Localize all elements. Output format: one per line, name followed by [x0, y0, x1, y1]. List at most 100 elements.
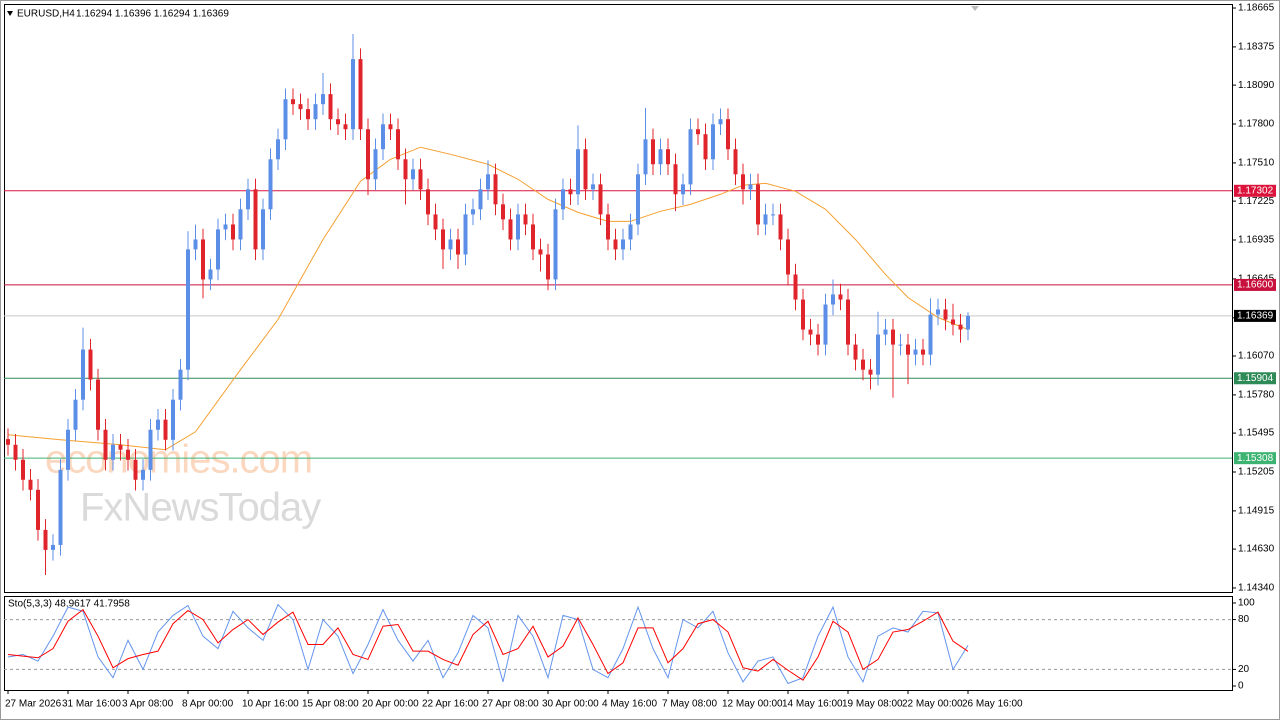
candle-body: [118, 444, 123, 450]
candle-body: [253, 189, 258, 250]
candle-body: [711, 124, 715, 160]
candle-body: [403, 159, 408, 180]
last-price-label: 1.16369: [1237, 311, 1274, 322]
candle-body: [621, 239, 625, 250]
candle-body: [298, 104, 303, 110]
candle-body: [6, 439, 10, 445]
candle-body: [508, 219, 513, 240]
y-tick-label: 80: [1238, 614, 1250, 625]
candle-body: [921, 349, 925, 355]
candle-body: [928, 314, 933, 355]
candle-body: [261, 209, 265, 250]
candle-body: [441, 229, 445, 250]
symbol-title: EURUSD,H4: [17, 9, 75, 20]
quote-text: 1.16294 1.16396 1.16294 1.16369: [76, 9, 229, 20]
candle-body: [193, 239, 198, 250]
candle-body: [658, 149, 663, 165]
candle-body: [808, 329, 813, 335]
candle-body: [43, 529, 48, 550]
candle-body: [148, 429, 153, 470]
x-tick-label: 3 Apr 08:00: [122, 699, 174, 710]
candle-body: [636, 174, 640, 225]
x-tick-label: 20 Apr 00:00: [362, 699, 419, 710]
candle-body: [201, 239, 205, 280]
y-tick-label: 1.14340: [1238, 583, 1275, 594]
level-label: 1.15904: [1237, 373, 1274, 384]
candle-body: [36, 489, 40, 530]
candle-body: [591, 184, 595, 190]
candle-body: [141, 469, 145, 480]
candle-body: [628, 224, 633, 240]
level-label-bg: [1234, 184, 1276, 197]
candle-body: [703, 134, 708, 160]
candle-body: [838, 294, 843, 300]
candle-body: [531, 224, 535, 250]
candle-body: [366, 129, 370, 180]
y-tick-label: 100: [1238, 598, 1255, 609]
candle-body: [793, 274, 798, 300]
oscillator-line: [7, 603, 969, 685]
candle-body: [523, 214, 528, 225]
candle-body: [186, 249, 190, 370]
candle-body: [486, 174, 490, 190]
level-label: 1.17302: [1237, 185, 1274, 196]
candle-body: [786, 239, 790, 275]
x-tick-label: 19 May 08:00: [842, 699, 903, 710]
x-tick-label: 22 Apr 16:00: [422, 699, 479, 710]
candle-body: [666, 149, 670, 165]
candle-body: [291, 99, 295, 105]
watermark: economies.com: [45, 438, 312, 482]
candle-body: [576, 149, 580, 195]
candle-body: [396, 129, 400, 160]
candle-body: [561, 189, 565, 210]
x-tick-label: 30 Apr 00:00: [542, 699, 599, 710]
candle-body: [66, 429, 70, 470]
candle-body: [373, 149, 378, 180]
candle-body: [643, 139, 648, 175]
candle-body: [613, 239, 618, 250]
candle-body: [733, 149, 738, 175]
symbol-marker: [7, 11, 13, 16]
candle-body: [568, 189, 573, 195]
x-tick-label: 12 May 00:00: [722, 699, 783, 710]
candle-body: [456, 239, 460, 255]
candle-body: [718, 119, 723, 125]
candle-body: [538, 249, 543, 255]
y-tick-label: 1.18665: [1238, 3, 1275, 14]
oscillator-title: Sto(5,3,3) 48.9617 41.7958: [8, 599, 130, 610]
candle-body: [966, 315, 970, 330]
candle-body: [73, 399, 78, 430]
candle-body: [883, 329, 888, 335]
candle-body: [936, 309, 940, 315]
candle-body: [163, 419, 168, 440]
candle-body: [133, 459, 138, 480]
candle-body: [96, 379, 100, 430]
y-tick-label: 1.17510: [1238, 158, 1275, 169]
candle-body: [51, 544, 55, 550]
candle-body: [681, 184, 685, 195]
candle-body: [321, 94, 325, 105]
candle-body: [861, 359, 865, 370]
level-label-bg: [1234, 372, 1276, 385]
x-tick-label: 31 Mar 16:00: [62, 699, 121, 710]
candle-body: [606, 214, 610, 240]
candle-body: [546, 254, 550, 280]
oscillator-frame: [4, 596, 1233, 691]
candle-body: [688, 129, 693, 185]
candle-body: [58, 469, 63, 545]
candle-body: [891, 329, 895, 345]
candle-body: [696, 129, 700, 135]
candle-body: [388, 124, 393, 130]
x-tick-label: 14 May 16:00: [782, 699, 843, 710]
candle-body: [853, 344, 858, 360]
candle-body: [448, 239, 453, 250]
candle-body: [748, 184, 753, 190]
y-tick-label: 0: [1238, 681, 1244, 692]
candle-body: [81, 349, 85, 400]
candle-body: [516, 214, 520, 240]
y-tick-label: 1.18090: [1238, 80, 1275, 91]
candle-body: [433, 214, 438, 230]
candle-body: [358, 59, 363, 130]
candle-body: [351, 59, 355, 130]
candle-body: [343, 124, 348, 130]
